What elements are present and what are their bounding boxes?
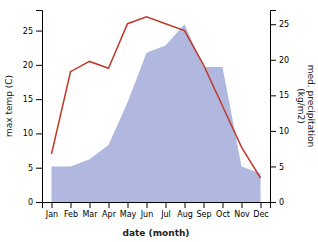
tick-mark — [270, 24, 276, 25]
tick-mark — [36, 168, 42, 169]
tick: 10 — [23, 129, 42, 138]
tick-mark — [261, 202, 262, 208]
chart: Jan Feb Mar AprMayJun Jul AugSep Oct NovDec 0 5 10… — [0, 0, 318, 242]
tick: Jan — [45, 202, 58, 219]
tick: 15 — [23, 95, 42, 104]
tick-mark — [36, 65, 42, 66]
tick-mark — [36, 99, 42, 100]
tick-label: 5 — [28, 164, 33, 173]
tick: 15 — [270, 91, 289, 100]
tick-mark — [36, 202, 42, 203]
tick-label: Sep — [196, 210, 211, 219]
tick-label: 5 — [279, 163, 284, 172]
tick-mark — [36, 133, 42, 134]
tick-label: Feb — [64, 210, 78, 219]
tick: Mar — [82, 202, 98, 219]
tick-label: Dec — [253, 210, 268, 219]
axis-line — [36, 11, 43, 203]
tick-mark — [270, 131, 276, 132]
tick-mark — [270, 95, 276, 96]
tick: 25 — [270, 20, 289, 29]
x-axis: Jan Feb Mar AprMayJun Jul AugSep Oct NovDec — [43, 202, 271, 219]
tick-mark — [166, 202, 167, 208]
tick: Nov — [234, 202, 250, 219]
tick-label: 20 — [23, 61, 33, 70]
tick: 5 — [28, 164, 42, 173]
tick-label: 15 — [279, 91, 289, 100]
tick: Apr — [102, 202, 117, 219]
y-axis: 0 5 10 15 20 25 — [23, 11, 43, 208]
tick-label: May — [120, 210, 137, 219]
tick-mark — [128, 202, 129, 208]
x-axis-title: date (month) — [123, 228, 190, 238]
tick-mark — [204, 202, 205, 208]
y2-axis-title: med. precipitation(kg/m2) — [296, 65, 316, 147]
axis-line — [43, 203, 271, 209]
tick: Dec — [253, 202, 268, 219]
tick-mark — [242, 202, 243, 208]
tick: 5 — [270, 163, 284, 172]
area — [52, 24, 261, 202]
tick-mark — [109, 202, 110, 208]
tick-label: Mar — [82, 210, 98, 219]
tick: Aug — [177, 202, 193, 219]
tick: 20 — [270, 56, 289, 65]
tick: Jun — [140, 202, 154, 219]
plot: Jan Feb Mar AprMayJun Jul AugSep Oct NovDec 0 5 10… — [23, 11, 289, 219]
tick-mark — [270, 202, 276, 203]
tick-label: Apr — [102, 210, 117, 219]
tick-label: Aug — [177, 210, 193, 219]
tick-mark — [223, 202, 224, 208]
tick-mark — [147, 202, 148, 208]
tick: Sep — [196, 202, 211, 219]
tick-mark — [270, 166, 276, 167]
tick-mark — [36, 31, 42, 32]
tick-label: 20 — [279, 56, 289, 65]
tick: 25 — [23, 27, 42, 36]
tick-mark — [270, 60, 276, 61]
tick-label: Oct — [216, 210, 230, 219]
tick: Oct — [216, 202, 230, 219]
tick-mark — [52, 202, 53, 208]
line — [52, 17, 261, 178]
tick: 10 — [270, 127, 289, 136]
tick-label: Jun — [140, 210, 154, 219]
tick-mark — [185, 202, 186, 208]
tick-label: Jul — [160, 210, 171, 219]
y-axis-title: max temp (C) — [4, 75, 14, 137]
tick-label: 15 — [23, 95, 33, 104]
tick: 20 — [23, 61, 42, 70]
axis-line — [271, 11, 277, 203]
tick: Jul — [160, 202, 171, 219]
tick: Feb — [64, 202, 78, 219]
tick-label: 0 — [28, 198, 33, 207]
tick-label: Jan — [45, 210, 58, 219]
tick-label: 10 — [279, 127, 289, 136]
tick-label: 25 — [279, 20, 289, 29]
tick-mark — [90, 202, 91, 208]
tick: May — [120, 202, 137, 219]
marks — [52, 17, 261, 202]
tick-label: 10 — [23, 129, 33, 138]
tick-mark — [71, 202, 72, 208]
y2-axis: 0 5 10 15 20 25 — [270, 11, 289, 208]
tick-label: 25 — [23, 27, 33, 36]
tick-label: 0 — [279, 198, 284, 207]
tick: 0 — [270, 198, 284, 207]
tick-label: Nov — [234, 210, 250, 219]
tick: 0 — [28, 198, 42, 207]
